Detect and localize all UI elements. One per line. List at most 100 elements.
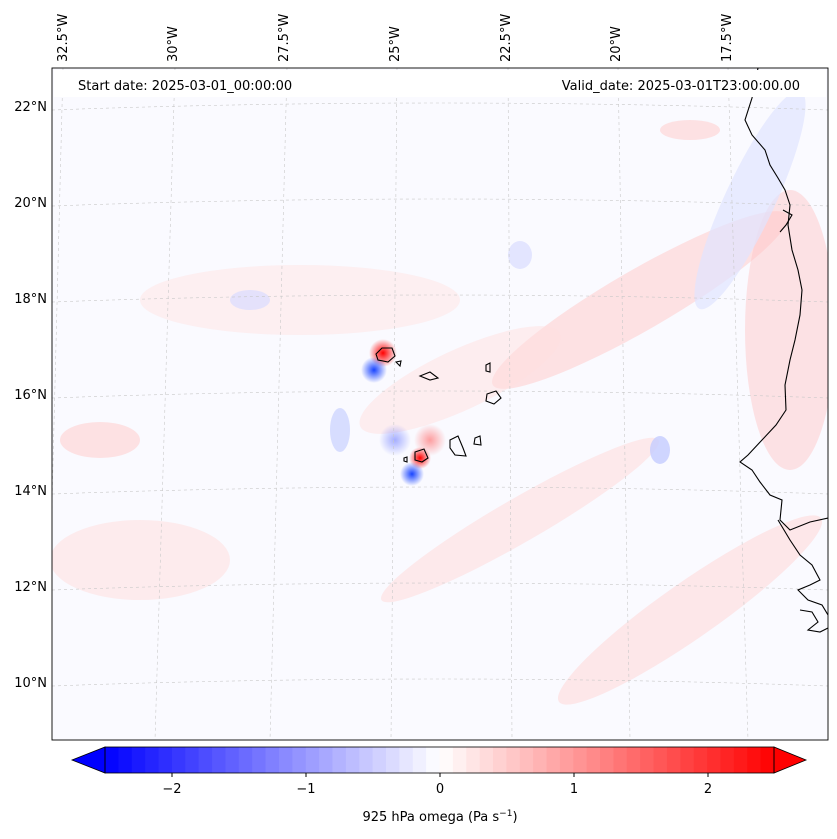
colorbar-tick-label: 1 bbox=[570, 782, 578, 797]
island-santiago bbox=[449, 435, 467, 457]
meridian-line bbox=[617, 68, 631, 740]
parallel-line bbox=[52, 198, 828, 207]
field-patch bbox=[694, 90, 806, 310]
colorbar-cell bbox=[426, 747, 440, 773]
colorbar-cell bbox=[506, 747, 521, 773]
parallel-line bbox=[52, 102, 828, 111]
colorbar-cell bbox=[131, 747, 146, 773]
parallel-line bbox=[52, 678, 828, 687]
meridian-line bbox=[52, 68, 64, 515]
colorbar-cell bbox=[185, 747, 200, 773]
colorbar-cell bbox=[265, 747, 280, 773]
lat-label-22n: 22°N bbox=[14, 100, 47, 115]
latitude-labels: 22°N 20°N 18°N 16°N 14°N 12°N 10°N bbox=[14, 100, 47, 691]
header-band bbox=[54, 70, 826, 97]
colorbar-cell bbox=[519, 747, 534, 773]
meridian-line bbox=[154, 68, 176, 740]
colorbar-cell bbox=[292, 747, 307, 773]
field-patch bbox=[330, 408, 350, 452]
colorbar-cell bbox=[412, 747, 427, 773]
colorbar-tick-label: −1 bbox=[296, 782, 315, 797]
colorbar-cell bbox=[747, 747, 762, 773]
colorbar-cell bbox=[332, 747, 347, 773]
colorbar-label: 925 hPa omega (Pa s−1) bbox=[362, 809, 517, 825]
field-patch bbox=[557, 515, 823, 705]
colorbar-extend-high bbox=[773, 746, 808, 774]
colorbar-cell bbox=[693, 747, 708, 773]
colorbar-cell bbox=[118, 747, 133, 773]
colorbar-cell bbox=[666, 747, 681, 773]
field-patch bbox=[660, 120, 720, 140]
colorbar-cell bbox=[680, 747, 695, 773]
field-patch bbox=[379, 424, 411, 456]
colorbar-cell bbox=[613, 747, 628, 773]
colorbar-cell bbox=[319, 747, 333, 773]
colorbar-cell bbox=[399, 747, 414, 773]
field-patch bbox=[650, 436, 670, 464]
colorbar-cell bbox=[238, 747, 253, 773]
longitude-labels: 32.5°W 30°W 27.5°W 25°W 22.5°W 20°W 17.5… bbox=[56, 14, 735, 62]
colorbar-cell bbox=[158, 747, 173, 773]
colorbar-cell bbox=[733, 747, 748, 773]
omega-min-santo-antao bbox=[361, 357, 387, 383]
start-date-label: Start date: 2025-03-01_00:00:00 bbox=[78, 79, 292, 94]
colorbar-cell bbox=[546, 747, 561, 773]
parallel-line bbox=[52, 294, 828, 303]
colorbar-cell bbox=[278, 747, 293, 773]
island-sao-nicolau bbox=[418, 371, 440, 381]
lat-label-14n: 14°N bbox=[14, 484, 47, 499]
colorbar-cell bbox=[385, 747, 400, 773]
africa-coastline bbox=[739, 68, 828, 531]
meridian-line bbox=[507, 68, 513, 740]
map-plot-area: Start date: 2025-03-01_00:00:00 Valid_da… bbox=[51, 67, 829, 741]
parallel-line bbox=[52, 390, 828, 399]
colorbar-cell bbox=[171, 747, 186, 773]
lat-label-10n: 10°N bbox=[14, 676, 47, 691]
lat-label-18n: 18°N bbox=[14, 292, 47, 307]
omega-field bbox=[52, 90, 828, 705]
map-frame bbox=[51, 67, 829, 741]
lat-label-20n: 20°N bbox=[14, 196, 47, 211]
colorbar-cell bbox=[198, 747, 213, 773]
colorbar-cell bbox=[760, 747, 775, 773]
colorbar-cell bbox=[707, 747, 721, 773]
colorbar-cell bbox=[493, 747, 507, 773]
lat-label-12n: 12°N bbox=[14, 580, 47, 595]
field-patch bbox=[52, 520, 230, 600]
lon-label-22-5w: 22.5°W bbox=[499, 14, 514, 62]
lon-label-25w: 25°W bbox=[388, 26, 403, 62]
colorbar-cell bbox=[212, 747, 226, 773]
field-patch bbox=[60, 422, 140, 458]
colorbar-cell bbox=[533, 747, 548, 773]
field-patch bbox=[414, 424, 446, 456]
colorbar-cells bbox=[105, 747, 775, 773]
coastlines bbox=[375, 68, 828, 633]
colorbar-cell bbox=[225, 747, 240, 773]
meridian-line bbox=[727, 68, 749, 740]
omega-min-fogo bbox=[400, 462, 424, 486]
meridian-line bbox=[269, 68, 288, 740]
island-maio bbox=[473, 435, 482, 446]
colorbar-cell bbox=[452, 747, 467, 773]
colorbar-ticks: −2 −1 0 1 2 bbox=[162, 773, 712, 797]
colorbar-extend-low bbox=[70, 746, 106, 774]
colorbar-cell bbox=[439, 747, 454, 773]
island-sal bbox=[485, 362, 491, 373]
colorbar-cell bbox=[640, 747, 655, 773]
colorbar-cell bbox=[559, 747, 574, 773]
island-boa-vista bbox=[485, 390, 502, 405]
lat-label-16n: 16°N bbox=[14, 388, 47, 403]
colorbar-cell bbox=[600, 747, 614, 773]
graticule bbox=[52, 68, 828, 740]
africa-coastline-south bbox=[777, 519, 828, 616]
parallel-line bbox=[52, 486, 828, 495]
island-brava bbox=[403, 456, 408, 463]
colorbar-cell bbox=[466, 747, 481, 773]
island-fogo bbox=[414, 448, 429, 463]
colorbar: −2 −1 0 1 2 925 hPa omega (Pa s−1) bbox=[70, 746, 808, 825]
field-patch bbox=[359, 326, 561, 434]
colorbar-cell bbox=[720, 747, 735, 773]
lon-label-32-5w: 32.5°W bbox=[56, 14, 71, 62]
island-santo-antao bbox=[375, 347, 396, 363]
